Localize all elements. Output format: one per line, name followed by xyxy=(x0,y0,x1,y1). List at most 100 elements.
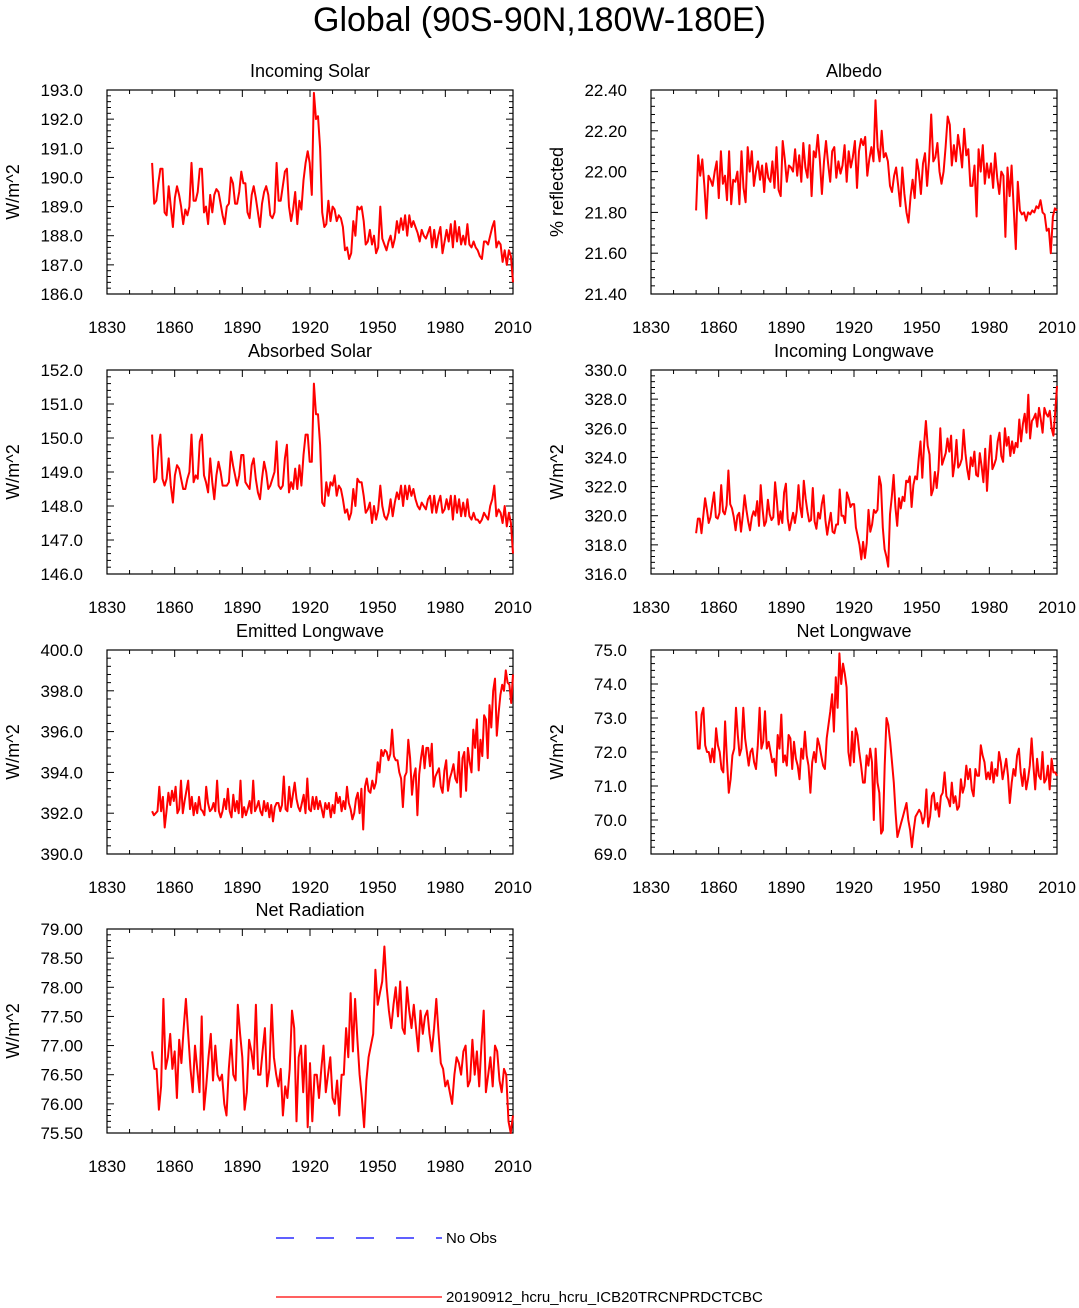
series-line xyxy=(151,91,514,283)
chart-title: Albedo xyxy=(826,61,882,81)
y-tick-label: 22.40 xyxy=(584,81,627,100)
y-tick-label: 21.60 xyxy=(584,244,627,263)
chart-title: Net Longwave xyxy=(796,621,911,641)
y-tick-label: 22.20 xyxy=(584,122,627,141)
x-tick-label: 1920 xyxy=(835,318,873,337)
y-tick-label: 147.0 xyxy=(40,531,83,550)
x-tick-label: 2010 xyxy=(494,598,532,617)
x-tick-label: 1890 xyxy=(223,878,261,897)
chart-albedo: Albedo % reflected 1830 1860 1890 1920 1950 198… xyxy=(547,61,1076,337)
y-tick-label: 77.50 xyxy=(40,1007,83,1026)
x-tick-label: 1830 xyxy=(88,318,126,337)
y-tick-label: 79.00 xyxy=(40,920,83,939)
x-tick-label: 1950 xyxy=(359,598,397,617)
y-tick-label: 148.0 xyxy=(40,497,83,516)
y-tick-label: 70.0 xyxy=(594,811,627,830)
y-tick-label: 21.40 xyxy=(584,285,627,304)
y-tick-label: 187.0 xyxy=(40,256,83,275)
x-tick-label: 1920 xyxy=(291,1157,329,1176)
x-tick-label: 1980 xyxy=(970,318,1008,337)
x-tick-label: 1920 xyxy=(291,598,329,617)
y-tick-label: 21.80 xyxy=(584,203,627,222)
y-tick-label: 320.0 xyxy=(584,507,627,526)
x-tick-label: 2010 xyxy=(494,878,532,897)
y-tick-label: 330.0 xyxy=(584,361,627,380)
chart-title: Absorbed Solar xyxy=(248,341,372,361)
y-axis-label: W/m^2 xyxy=(3,724,23,779)
y-tick-label: 78.00 xyxy=(40,978,83,997)
x-tick-label: 1830 xyxy=(88,878,126,897)
y-tick-label: 190.0 xyxy=(40,168,83,187)
x-tick-label: 1830 xyxy=(632,598,670,617)
x-tick-label: 1890 xyxy=(767,318,805,337)
y-tick-label: 324.0 xyxy=(584,448,627,467)
series-line xyxy=(151,945,514,1134)
y-tick-label: 193.0 xyxy=(40,81,83,100)
y-tick-label: 390.0 xyxy=(40,845,83,864)
x-tick-label: 1950 xyxy=(359,1157,397,1176)
series-line xyxy=(695,385,1058,568)
x-tick-label: 1830 xyxy=(88,1157,126,1176)
x-tick-label: 2010 xyxy=(494,1157,532,1176)
y-tick-label: 192.0 xyxy=(40,110,83,129)
x-tick-label: 1980 xyxy=(426,1157,464,1176)
chart-incoming-longwave: Incoming Longwave W/m^2 1830 1860 1890 1920 19… xyxy=(547,341,1076,617)
x-tick-label: 1860 xyxy=(156,598,194,617)
x-tick-label: 1860 xyxy=(156,318,194,337)
x-tick-label: 1830 xyxy=(632,318,670,337)
y-tick-label: 186.0 xyxy=(40,285,83,304)
series-line xyxy=(151,669,514,831)
legend-label-no-obs: No Obs xyxy=(446,1230,497,1247)
x-tick-label: 1980 xyxy=(970,878,1008,897)
y-axis-label: W/m^2 xyxy=(3,1003,23,1058)
y-tick-label: 74.0 xyxy=(594,675,627,694)
x-tick-label: 1950 xyxy=(903,878,941,897)
x-tick-label: 1950 xyxy=(903,318,941,337)
x-tick-label: 1890 xyxy=(223,318,261,337)
y-axis-label: W/m^2 xyxy=(547,444,567,499)
x-tick-label: 2010 xyxy=(1038,598,1076,617)
chart-title: Incoming Solar xyxy=(250,61,370,81)
y-tick-label: 316.0 xyxy=(584,565,627,584)
y-tick-label: 392.0 xyxy=(40,804,83,823)
chart-emitted-longwave: Emitted Longwave W/m^2 1830 1860 1890 1920 195… xyxy=(3,621,532,897)
x-tick-label: 1920 xyxy=(835,598,873,617)
x-tick-label: 1950 xyxy=(359,878,397,897)
y-tick-label: 191.0 xyxy=(40,139,83,158)
y-axis-label: % reflected xyxy=(547,147,567,237)
chart-net-longwave: Net Longwave W/m^2 1830 1860 1890 1920 1950 198… xyxy=(547,621,1076,897)
y-axis-label: W/m^2 xyxy=(3,444,23,499)
y-tick-label: 78.50 xyxy=(40,949,83,968)
plot-frame xyxy=(106,649,514,855)
legend: No Obs 20190912_hcru_hcru_ICB20TRCNPRDCT… xyxy=(276,1230,763,1306)
y-tick-label: 189.0 xyxy=(40,198,83,217)
y-tick-label: 396.0 xyxy=(40,723,83,742)
y-tick-label: 73.0 xyxy=(594,709,627,728)
x-tick-label: 1950 xyxy=(903,598,941,617)
x-tick-label: 1830 xyxy=(632,878,670,897)
y-tick-label: 188.0 xyxy=(40,227,83,246)
chart-title: Incoming Longwave xyxy=(774,341,934,361)
x-tick-label: 1830 xyxy=(88,598,126,617)
x-tick-label: 1890 xyxy=(767,878,805,897)
x-tick-label: 1920 xyxy=(291,878,329,897)
x-tick-label: 2010 xyxy=(1038,318,1076,337)
y-tick-label: 149.0 xyxy=(40,463,83,482)
x-tick-label: 1920 xyxy=(835,878,873,897)
y-tick-label: 71.0 xyxy=(594,777,627,796)
y-tick-label: 328.0 xyxy=(584,390,627,409)
x-tick-label: 1890 xyxy=(223,1157,261,1176)
y-tick-label: 322.0 xyxy=(584,478,627,497)
y-tick-label: 69.0 xyxy=(594,845,627,864)
y-tick-label: 326.0 xyxy=(584,419,627,438)
y-tick-label: 318.0 xyxy=(584,536,627,555)
y-tick-label: 398.0 xyxy=(40,682,83,701)
chart-incoming-solar: Incoming Solar W/m^2 1830 1860 1890 1920 1950 1… xyxy=(3,61,532,337)
y-tick-label: 75.50 xyxy=(40,1124,83,1143)
x-tick-label: 1860 xyxy=(156,878,194,897)
y-tick-label: 394.0 xyxy=(40,763,83,782)
page-title: Global (90S-90N,180W-180E) xyxy=(313,1,766,39)
x-tick-label: 1860 xyxy=(700,318,738,337)
series-line xyxy=(695,99,1058,255)
